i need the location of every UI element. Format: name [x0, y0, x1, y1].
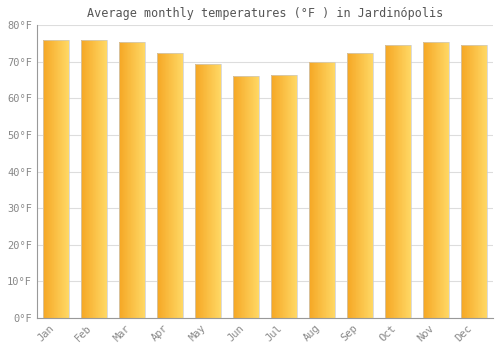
Bar — [118, 42, 145, 318]
Bar — [156, 53, 183, 318]
Bar — [422, 42, 450, 318]
Bar — [194, 64, 221, 318]
Bar — [460, 46, 487, 318]
Bar — [42, 40, 69, 318]
Bar — [232, 77, 259, 318]
Title: Average monthly temperatures (°F ) in Jardinópolis: Average monthly temperatures (°F ) in Ja… — [87, 7, 443, 20]
Bar — [384, 46, 411, 318]
Bar — [308, 62, 336, 318]
Bar — [346, 53, 374, 318]
Bar — [270, 75, 297, 318]
Bar — [80, 40, 107, 318]
